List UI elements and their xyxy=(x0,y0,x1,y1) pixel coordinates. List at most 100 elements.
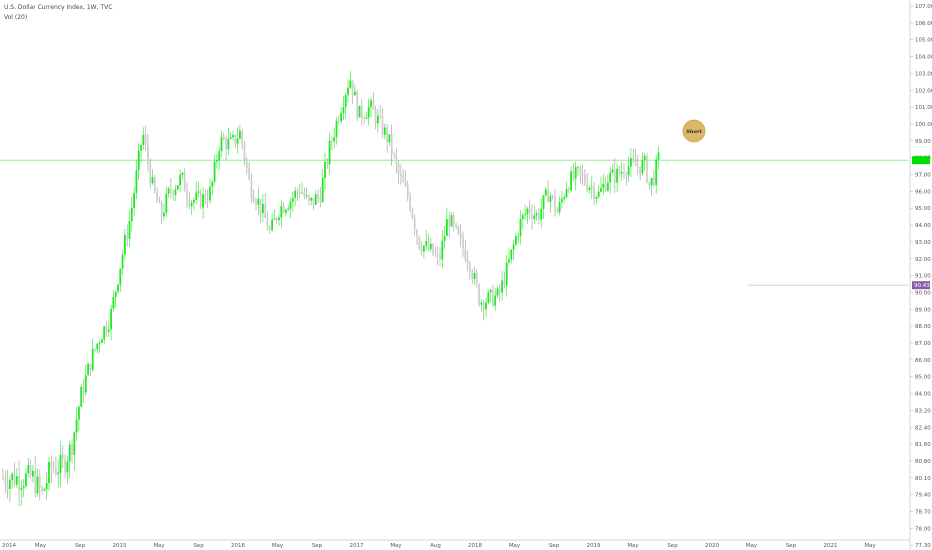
y-tick-label: 80.80 xyxy=(915,459,931,465)
candle-down xyxy=(584,175,586,184)
candle-down xyxy=(243,143,246,160)
candle-up xyxy=(213,161,216,182)
candle-up xyxy=(236,138,239,144)
candle-up xyxy=(335,120,338,138)
candle-down xyxy=(61,454,64,459)
candle-up xyxy=(650,177,653,186)
candle-down xyxy=(411,209,414,218)
candle-down xyxy=(469,263,471,273)
candle-down xyxy=(317,194,319,197)
y-tick-label: 87.00 xyxy=(915,341,931,347)
y-tick-label: 92.00 xyxy=(915,257,931,263)
y-tick-label: 94.00 xyxy=(915,223,931,229)
y-tick-label: 97.00 xyxy=(915,173,931,179)
short-annotation[interactable]: Short xyxy=(682,119,706,143)
y-tick-label: 105.00 xyxy=(915,38,932,44)
candle-down xyxy=(266,218,269,230)
candle-up xyxy=(521,214,524,220)
y-tick-label: 104.00 xyxy=(915,55,932,61)
candle-down xyxy=(531,213,533,220)
candle-up xyxy=(425,241,428,246)
candle-up xyxy=(211,181,214,187)
candle-up xyxy=(344,95,347,108)
candle-down xyxy=(268,229,271,231)
annotation-bubble[interactable] xyxy=(682,119,706,143)
candlestick-series xyxy=(2,70,660,507)
candle-down xyxy=(492,289,494,306)
candle-up xyxy=(505,262,508,286)
symbol-title: U.S. Dollar Currency Index, 1W, TVC xyxy=(4,4,113,11)
candle-up xyxy=(227,138,230,150)
candle-up xyxy=(179,174,181,186)
candle-up xyxy=(519,219,522,236)
candle-up xyxy=(441,240,444,260)
y-tick-label: 88.00 xyxy=(915,324,931,330)
x-tick-label: Sep xyxy=(75,543,86,549)
candle-up xyxy=(78,406,80,420)
candle-down xyxy=(183,172,186,192)
candle-up xyxy=(48,461,50,484)
candle-down xyxy=(439,255,441,260)
candle-up xyxy=(181,172,184,175)
candle-up xyxy=(641,160,644,174)
candle-up xyxy=(324,161,326,179)
support-price-tag-label: 90.43 xyxy=(914,283,930,289)
candle-down xyxy=(234,134,237,144)
candle-up xyxy=(32,470,34,477)
candle-up xyxy=(190,202,193,206)
candle-up xyxy=(257,198,260,205)
candle-down xyxy=(29,464,32,477)
candle-down xyxy=(464,248,467,261)
candle-down xyxy=(646,155,648,182)
chart-legend: U.S. Dollar Currency Index, 1W, TVC Vol … xyxy=(4,3,112,23)
candle-down xyxy=(149,163,152,184)
candle-up xyxy=(480,302,483,305)
candle-down xyxy=(551,195,554,197)
horizontal-lines xyxy=(0,159,908,286)
x-tick-label: May xyxy=(35,543,47,549)
y-tick-label: 86.00 xyxy=(915,358,931,364)
y-axis[interactable]: 107.00 106.00 105.00 104.00 103.00 102.00 101.… xyxy=(909,0,932,550)
candle-down xyxy=(245,159,248,168)
candle-up xyxy=(602,183,605,188)
candle-up xyxy=(496,288,499,296)
candle-up xyxy=(542,195,545,209)
y-tick-label: 90.00 xyxy=(915,290,931,296)
candle-down xyxy=(248,167,250,180)
candle-down xyxy=(41,487,43,491)
candle-up xyxy=(655,159,658,185)
candle-up xyxy=(135,170,138,193)
candle-down xyxy=(356,91,359,118)
candle-down xyxy=(6,484,9,489)
x-axis[interactable]: 2014 May Sep 2015 May Sep 2016 May Sep 2017 May Aug… xyxy=(0,539,910,549)
candle-up xyxy=(321,178,324,203)
candle-down xyxy=(618,168,621,174)
candle-down xyxy=(409,196,411,210)
candle-up xyxy=(549,195,552,202)
candle-up xyxy=(485,302,487,310)
candle-down xyxy=(204,194,207,201)
candle-up xyxy=(383,127,386,135)
candle-up xyxy=(590,187,593,188)
candle-down xyxy=(2,477,4,479)
x-tick-label: 2015 xyxy=(113,543,127,549)
candle-up xyxy=(91,348,94,370)
y-tick-label: 91.00 xyxy=(915,274,931,280)
candle-up xyxy=(294,190,296,198)
candle-up xyxy=(291,197,294,202)
candle-up xyxy=(68,444,71,462)
candle-up xyxy=(544,189,547,196)
candle-down xyxy=(434,254,437,256)
candle-up xyxy=(278,217,280,221)
candle-down xyxy=(241,130,244,144)
candle-up xyxy=(137,150,140,171)
candle-down xyxy=(632,158,635,161)
candle-up xyxy=(110,308,112,330)
candle-up xyxy=(271,219,273,231)
candle-down xyxy=(457,226,460,235)
candle-down xyxy=(452,215,455,224)
candle-up xyxy=(121,254,124,269)
candle-up xyxy=(370,100,372,107)
candle-down xyxy=(264,203,267,219)
